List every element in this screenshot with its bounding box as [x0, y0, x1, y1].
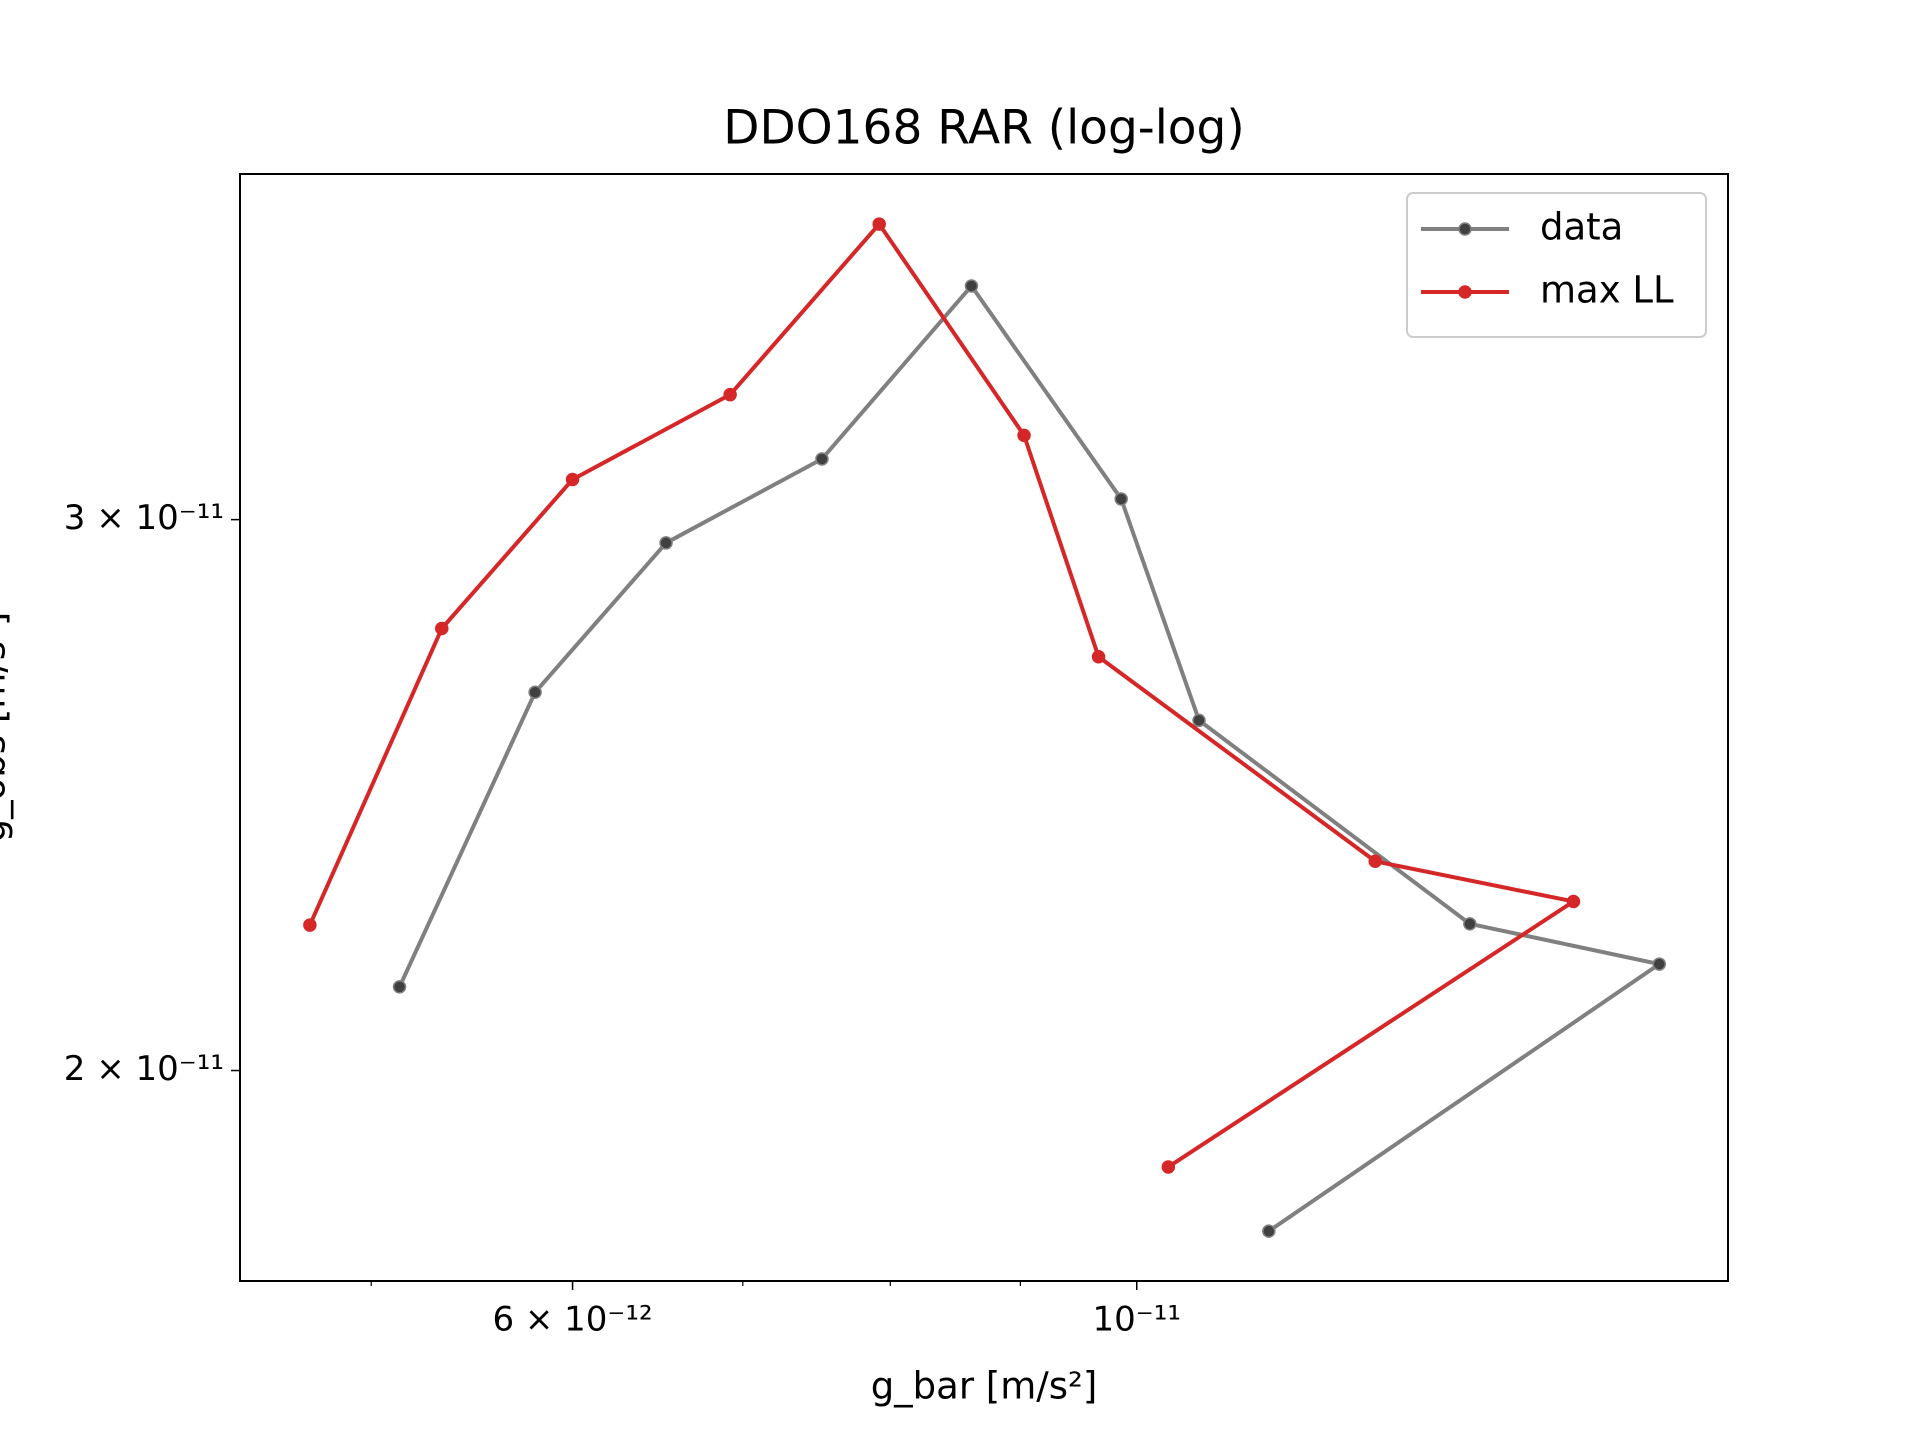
- data-point: [565, 472, 580, 487]
- data-point: [872, 217, 886, 231]
- data-point: [1262, 1224, 1276, 1238]
- data-point: [1091, 650, 1106, 664]
- data-point: [1114, 492, 1128, 506]
- x-tick-label: 6 × 10⁻¹²: [492, 1300, 652, 1340]
- data-point: [1652, 957, 1667, 971]
- chart-title: DDO168 RAR (log-log): [723, 101, 1244, 156]
- data-point: [303, 918, 317, 932]
- data-point: [1368, 854, 1382, 869]
- legend-marker: [1458, 222, 1472, 236]
- legend-label: max LL: [1540, 269, 1674, 312]
- x-tick-label: 10⁻¹¹: [1093, 1300, 1181, 1340]
- series-line: [397, 283, 1662, 1233]
- data-point: [659, 536, 673, 550]
- legend-marker: [1458, 285, 1472, 299]
- y-tick-label: 3 × 10⁻¹¹: [64, 498, 224, 538]
- data-point: [435, 621, 449, 636]
- data-point: [723, 387, 737, 402]
- x-axis-label: g_bar [m/s²]: [871, 1365, 1098, 1408]
- data-point: [1192, 713, 1206, 728]
- data-point: [528, 685, 542, 700]
- series-line: [308, 222, 1576, 1169]
- data-point: [1566, 894, 1581, 909]
- data-point: [1463, 917, 1477, 931]
- data-point: [1017, 428, 1031, 443]
- y-axis-label: g_obs [m/s²]: [0, 612, 14, 843]
- y-tick-label: 2 × 10⁻¹¹: [64, 1049, 224, 1089]
- legend-label: data: [1540, 206, 1623, 249]
- data-point: [1161, 1160, 1176, 1174]
- data-point: [815, 452, 829, 466]
- data-point: [392, 980, 407, 994]
- data-point: [964, 279, 979, 293]
- plot-frame: [239, 173, 1729, 1282]
